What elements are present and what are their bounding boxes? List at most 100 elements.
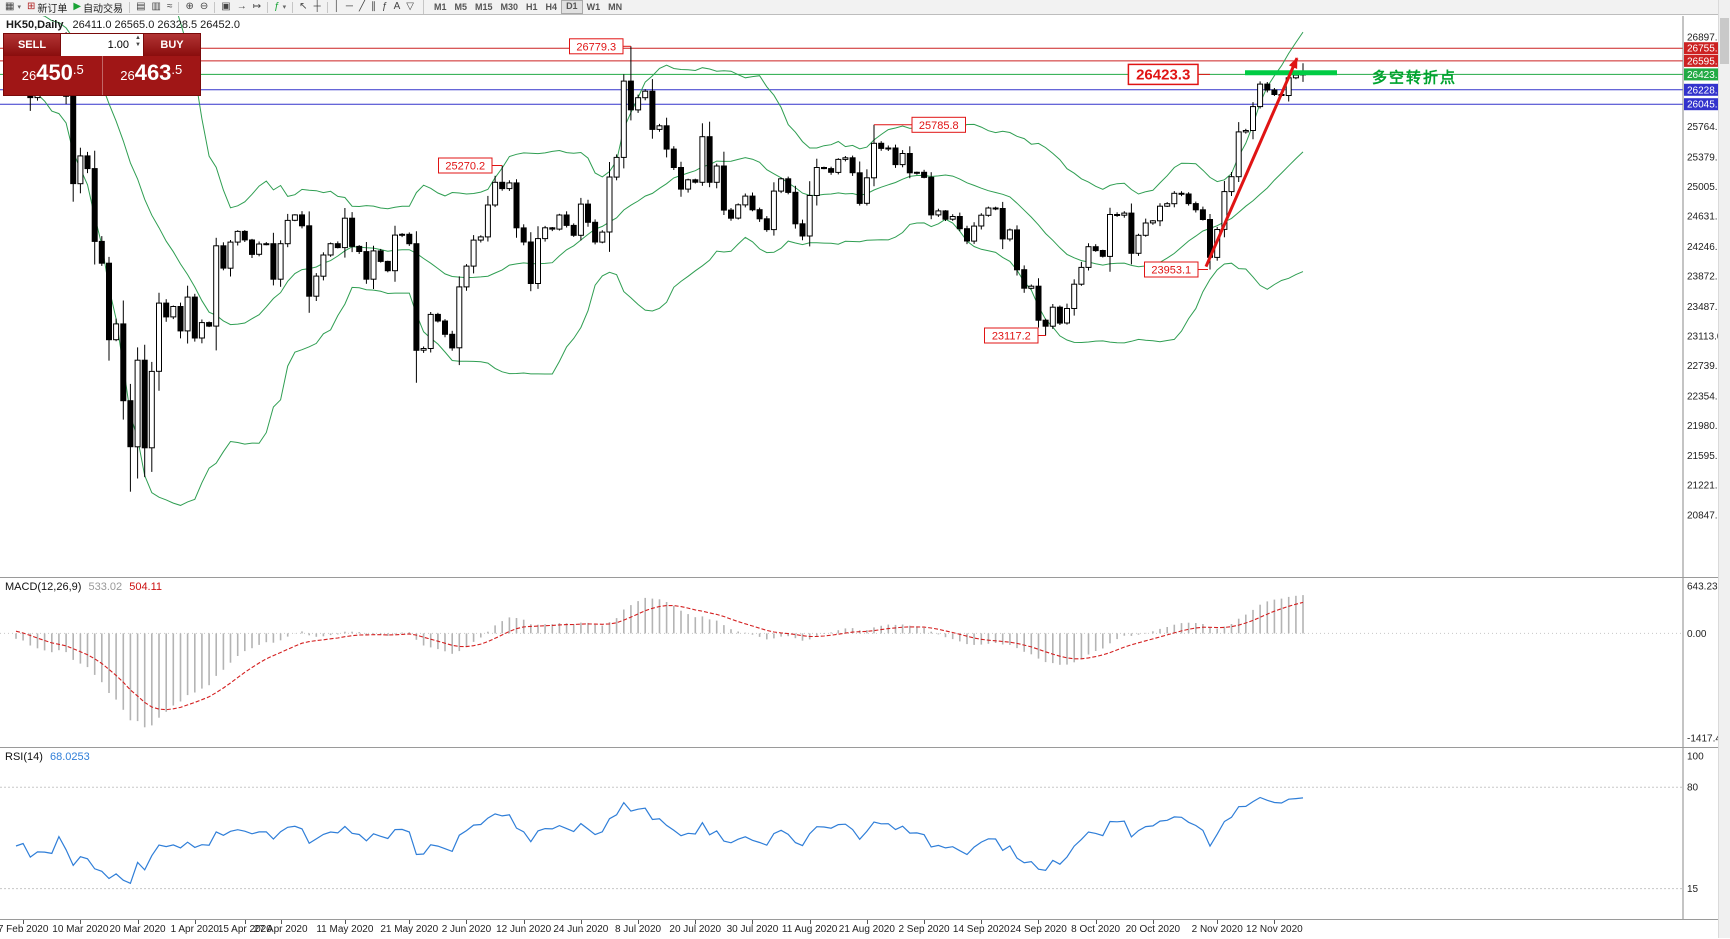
date-label: 7 Feb 2020	[0, 924, 49, 935]
rsi-value: 68.0253	[49, 751, 90, 763]
toolbar-separator	[292, 1, 294, 13]
svg-text:26595.0: 26595.0	[1687, 56, 1724, 67]
tile-windows-icon[interactable]: ▣	[218, 1, 233, 14]
chart-window-icon-glyph: ▦	[5, 1, 15, 12]
zoom-out-icon[interactable]: ⊖	[197, 1, 211, 14]
dropdown-caret-icon[interactable]: ▾	[282, 4, 287, 11]
scrollbar-thumb[interactable]	[1720, 18, 1729, 64]
candlestick-chart-icon[interactable]: ▥	[149, 1, 164, 14]
toolbar-separator	[267, 1, 269, 13]
macd-axis[interactable]: 643.23 0.00 -1417.44	[1682, 578, 1727, 748]
vertical-line-icon[interactable]: │	[331, 1, 343, 14]
date-tick	[23, 920, 25, 924]
rsi-panel: 100 80 15 RSI(14) 68.0253	[0, 747, 1730, 920]
main-toolbar: ▦ ▾ ⊞ 新订单 ▶ 自动交易 ▤ ▥ ≈ ⊕ ⊖ ▣ → ↦ ƒ ▾ ↖ ┼ │ ─ ╱ ∥ ƒ A ▽ M1 M5 M15 M30…	[0, 0, 1730, 15]
date-label: 20 Mar 2020	[109, 924, 166, 935]
date-tick	[924, 920, 926, 924]
timeframe-m30[interactable]: M30	[500, 2, 519, 12]
timeframe-m15[interactable]: M15	[475, 2, 493, 12]
svg-text:23113.0: 23113.0	[1687, 331, 1723, 342]
equidistant-channel-icon[interactable]: ∥	[368, 1, 379, 14]
auto-scroll-icon-glyph: →	[236, 1, 247, 12]
svg-text:23872.0: 23872.0	[1687, 271, 1724, 282]
svg-text:643.23: 643.23	[1687, 582, 1718, 593]
date-label: 27 Apr 2020	[253, 924, 308, 935]
timeframe-mn[interactable]: MN	[608, 2, 623, 12]
indicators-icon[interactable]: ƒ ▾	[271, 1, 289, 14]
chart-shift-icon[interactable]: ↦	[250, 1, 264, 14]
macd-signal-value: 504.11	[129, 581, 163, 593]
timeframe-m5[interactable]: M5	[454, 2, 467, 12]
svg-text:21595.0: 21595.0	[1687, 451, 1724, 462]
arrows-tool-icon[interactable]: ▽	[403, 1, 417, 14]
date-label: 15 Apr 2020	[217, 924, 272, 935]
zoom-in-icon[interactable]: ⊕	[182, 1, 196, 14]
date-label: 21 May 2020	[380, 924, 439, 935]
symbol-period-label: HK50,Daily	[6, 19, 64, 31]
svg-text:26423.3: 26423.3	[1687, 70, 1724, 81]
trade-controls-row: SELL 1.00 ▲ ▼ BUY	[4, 34, 200, 56]
volume-down-button[interactable]: ▼	[135, 42, 141, 48]
auto-trading-glyph: ▶	[73, 1, 82, 12]
level-lines[interactable]	[0, 47, 1683, 105]
trendline-icon[interactable]: ╱	[356, 1, 368, 14]
indicators-icon-glyph: ƒ	[274, 1, 280, 12]
buy-button[interactable]: BUY	[144, 34, 200, 56]
chart-window-icon[interactable]: ▦ ▾	[2, 1, 24, 14]
macd-signal-line	[15, 601, 1304, 711]
volume-input[interactable]: 1.00 ▲ ▼	[61, 34, 143, 56]
date-tick	[695, 920, 697, 924]
timeframe-h4[interactable]: H4	[545, 2, 558, 12]
fibonacci-retracement-icon[interactable]: ƒ	[379, 1, 391, 14]
date-label: 1 Apr 2020	[170, 924, 219, 935]
date-tick	[344, 920, 346, 924]
vertical-scrollbar[interactable]	[1718, 0, 1730, 938]
crosshair-icon[interactable]: ┼	[311, 1, 324, 14]
auto-trading-button[interactable]: ▶ 自动交易	[70, 1, 126, 15]
equidistant-channel-icon-glyph: ∥	[371, 1, 377, 12]
volume-up-button[interactable]: ▲	[135, 35, 141, 41]
date-tick	[1217, 920, 1219, 924]
price-chart-canvas[interactable]: 26779.3 25270.2 25785.8 26423.3 23953.1 23117…	[0, 16, 1730, 577]
date-label: 2 Jun 2020	[441, 924, 492, 935]
date-tick	[80, 920, 82, 924]
svg-text:22739.0: 22739.0	[1687, 361, 1724, 372]
bars-chart-icon[interactable]: ▤	[133, 1, 148, 14]
trend-arrow[interactable]	[1204, 57, 1299, 268]
price-annotations[interactable]: 26779.3 25270.2 25785.8 26423.3 23953.1 23117…	[438, 38, 1211, 344]
horizontal-line-icon[interactable]: ─	[343, 1, 356, 14]
date-label: 24 Jun 2020	[553, 924, 609, 935]
line-chart-icon-glyph: ≈	[166, 1, 173, 12]
sell-price-value[interactable]: 26 450.5	[21, 60, 84, 85]
date-label: 30 Jul 2020	[726, 924, 779, 935]
date-tick	[409, 920, 411, 924]
timeframe-d1[interactable]: D1	[561, 0, 583, 14]
timeframe-w1[interactable]: W1	[586, 2, 601, 12]
auto-scroll-icon[interactable]: →	[234, 1, 250, 14]
chart-shift-icon-glyph: ↦	[252, 1, 262, 12]
date-tick	[1274, 920, 1276, 924]
cursor-icon[interactable]: ↖	[296, 1, 310, 14]
new-order-button[interactable]: ⊞ 新订单	[24, 1, 70, 15]
turning-point-note[interactable]: 多空转折点	[1372, 69, 1457, 87]
timeframe-m1[interactable]: M1	[433, 2, 447, 12]
date-label: 2 Sep 2020	[898, 924, 950, 935]
sell-button[interactable]: SELL	[4, 34, 60, 56]
text-label-icon[interactable]: A	[391, 1, 404, 14]
svg-text:26423.3: 26423.3	[1136, 66, 1190, 83]
date-label: 12 Jun 2020	[496, 924, 552, 935]
dropdown-caret-icon[interactable]: ▾	[17, 4, 21, 11]
arrows-tool-icon-glyph: ▽	[406, 1, 414, 12]
date-tick	[580, 920, 582, 924]
line-chart-icon[interactable]: ≈	[164, 1, 176, 14]
buy-price-value[interactable]: 26 463.5	[101, 56, 201, 95]
price-chart-panel[interactable]: 26779.3 25270.2 25785.8 26423.3 23953.1 23117…	[0, 16, 1730, 577]
timeframe-h1[interactable]: H1	[526, 2, 538, 12]
text-label-icon-glyph: A	[393, 1, 401, 12]
time-axis[interactable]: 7 Feb 2020 10 Mar 2020 20 Mar 2020 1 Apr 20…	[0, 919, 1730, 939]
svg-text:24631.0: 24631.0	[1687, 212, 1724, 223]
svg-text:80: 80	[1687, 783, 1699, 794]
crosshair-icon-glyph: ┼	[313, 1, 321, 12]
rsi-axis[interactable]: 100 80 15	[1682, 748, 1704, 920]
candles	[13, 32, 1306, 492]
